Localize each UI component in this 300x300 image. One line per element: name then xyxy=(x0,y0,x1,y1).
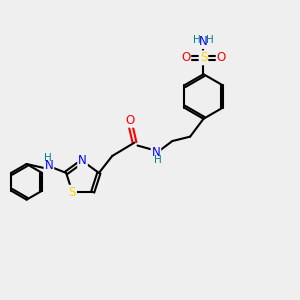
Text: N: N xyxy=(199,35,208,48)
Text: N: N xyxy=(44,159,53,172)
Text: S: S xyxy=(69,186,76,199)
Text: H: H xyxy=(44,153,51,163)
Text: O: O xyxy=(181,51,190,64)
Text: H: H xyxy=(206,35,214,45)
Text: O: O xyxy=(125,114,135,127)
Text: N: N xyxy=(78,154,87,167)
Text: H: H xyxy=(154,155,161,165)
Text: H: H xyxy=(193,35,201,45)
Text: O: O xyxy=(217,51,226,64)
Text: N: N xyxy=(152,146,160,160)
Text: S: S xyxy=(200,51,207,64)
